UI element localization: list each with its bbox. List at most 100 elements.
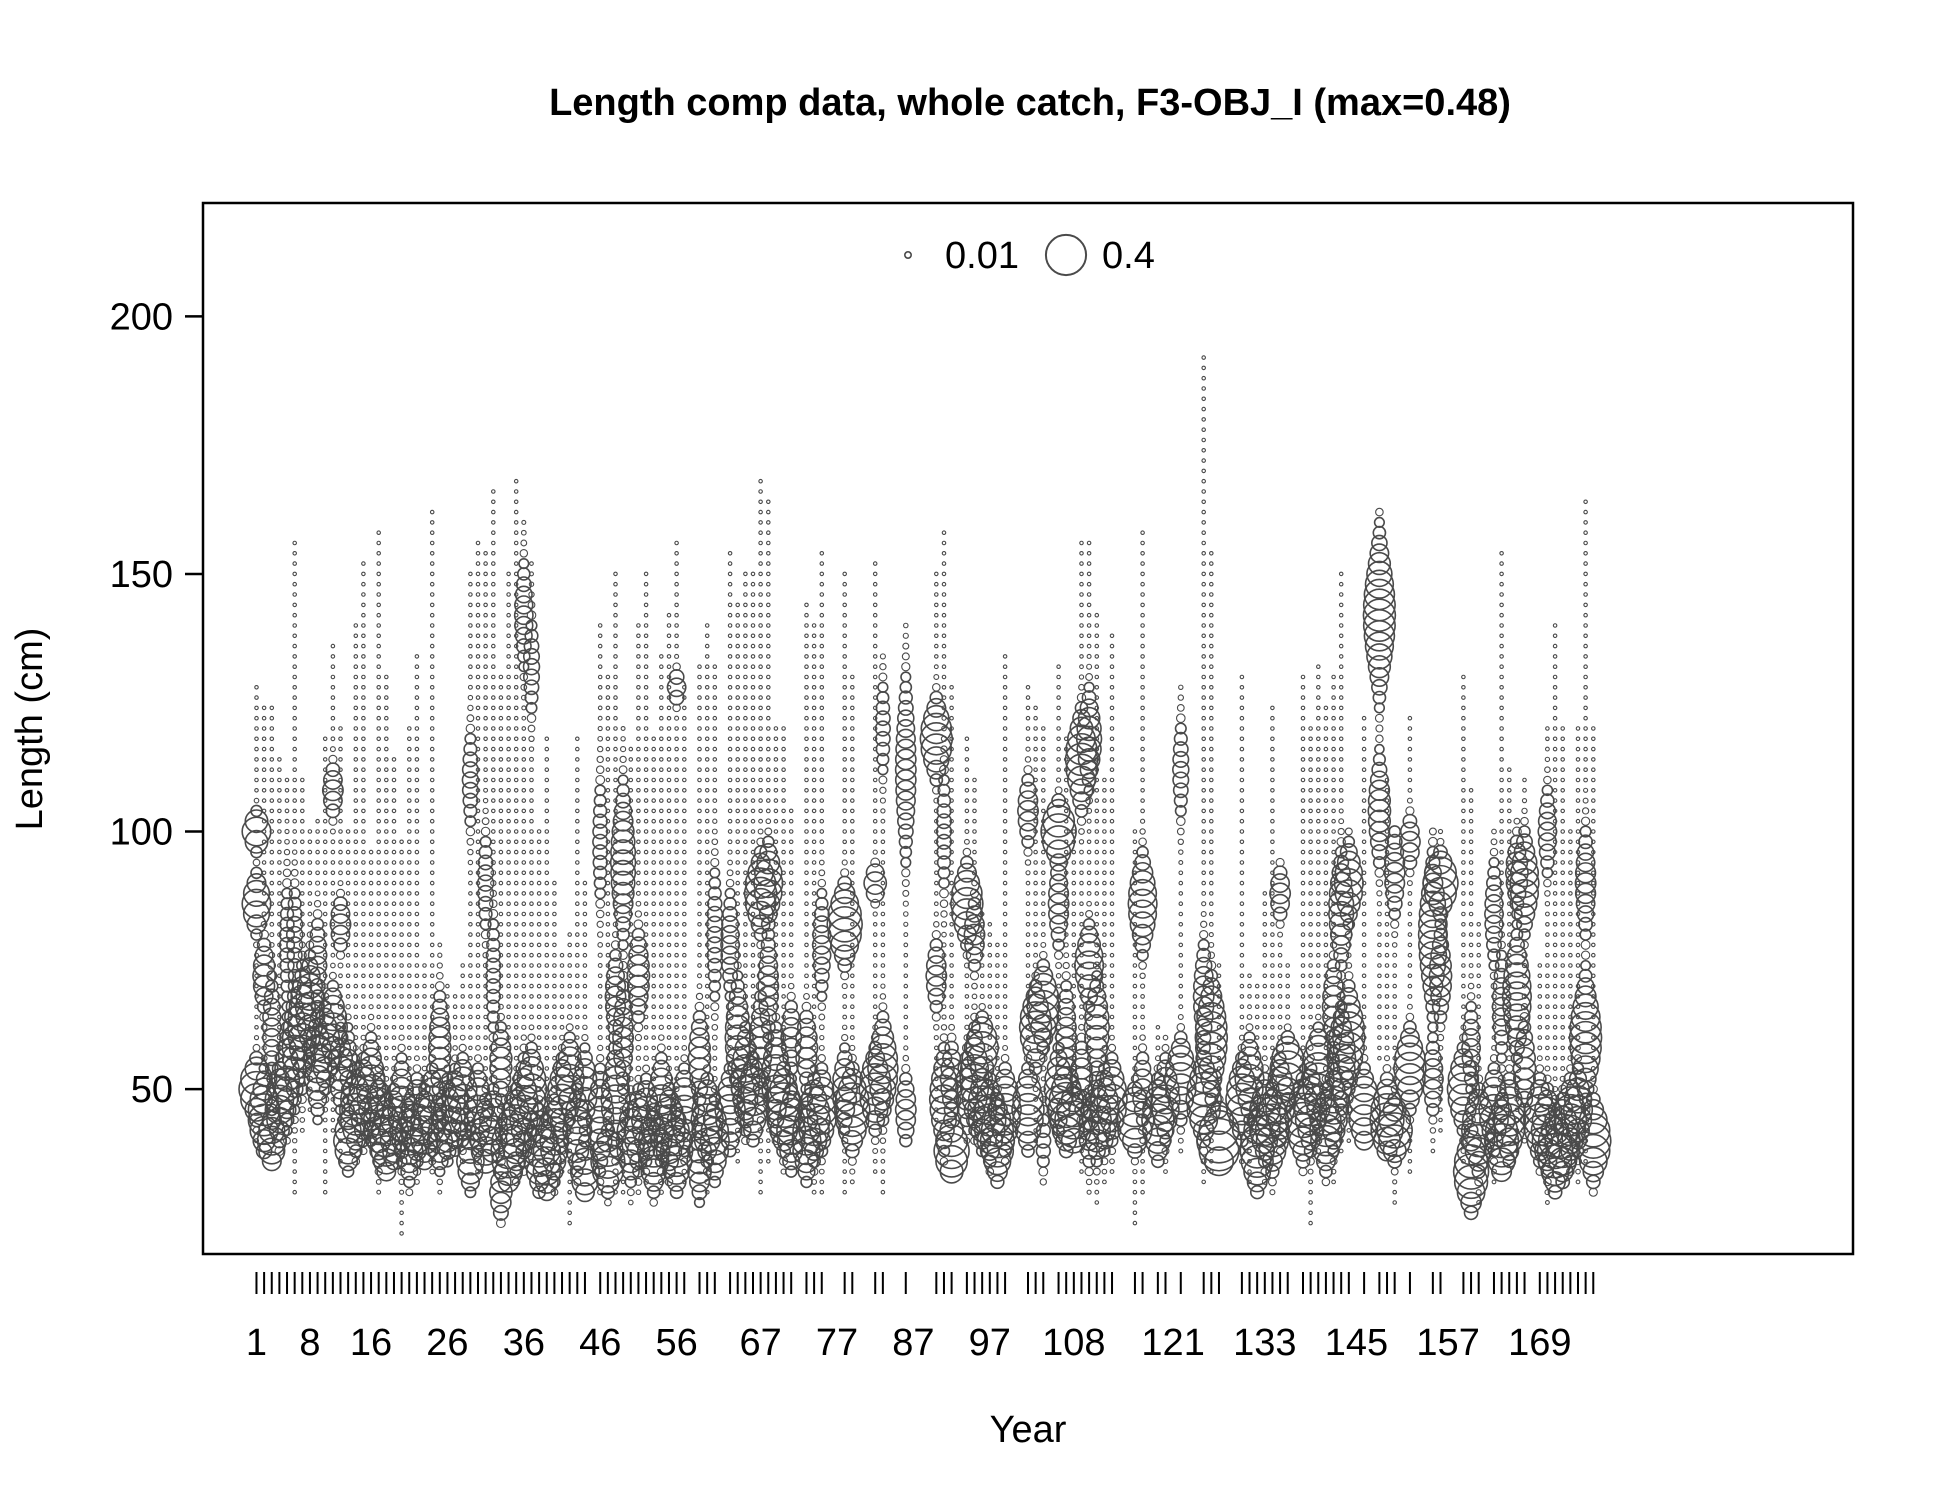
bubble-point [407,1045,412,1051]
bubble-point [322,901,328,906]
bubble-point [322,963,328,968]
bubble-point [429,643,435,649]
bubble-point [407,932,412,937]
bubble-point [269,818,275,824]
bubble-point [461,781,479,799]
bubble-point [376,849,381,855]
bubble-point [468,1131,488,1150]
bubble-point [261,788,267,793]
bubble-point [322,1159,328,1164]
bubble-point [353,736,359,742]
bubble-point [407,963,412,968]
bubble-point [445,1025,450,1030]
bubble-point [475,654,481,659]
bubble-point [345,1003,351,1010]
bubble-point [414,829,420,834]
bubble-point [266,970,278,982]
bubble-point [376,963,381,968]
bubble-point [261,777,267,783]
bubble-point [368,870,374,876]
bubble-point [384,932,389,937]
bubble-point [468,963,473,968]
bubble-point [452,1045,458,1051]
bubble-point [431,998,448,1015]
bubble-point [321,779,344,802]
bubble-point [269,736,275,742]
bubble-point [300,860,305,865]
bubble-point [414,705,420,711]
bubble-point [376,1045,382,1051]
bubble-point [322,1169,328,1174]
bubble-point [368,901,374,906]
bubble-point [252,941,261,949]
bubble-point [277,963,282,968]
bubble-point [329,913,352,936]
bubble-point [467,704,474,712]
bubble-point [376,777,381,783]
bubble-point [422,1004,427,1009]
bubble-point [376,623,381,628]
bubble-point [475,705,481,711]
bubble-point [297,950,307,960]
bubble-point [353,922,359,927]
bubble-point [384,942,389,948]
bubble-point [414,1004,420,1009]
bubble-point [414,880,420,886]
bubble-point [429,736,435,742]
bubble-point [467,848,474,856]
bubble-point [414,736,420,742]
bubble-point [407,860,412,865]
bubble-point [307,901,313,907]
bubble-point [261,726,267,731]
bubble-point [284,828,290,835]
bubble-point [260,1023,268,1031]
bubble-point [361,571,366,577]
bubble-point [361,942,366,948]
bubble-point [475,1045,481,1051]
bubble-point [345,880,351,886]
bubble-point [429,870,435,876]
bubble-point [242,900,271,928]
bubble-point [391,880,397,886]
bubble-point [391,1014,397,1020]
bubble-point [258,1062,270,1075]
bubble-point [308,966,327,986]
bubble-point [384,746,389,752]
bubble-point [307,829,313,834]
bubble-point [338,746,343,752]
bubble-point [468,581,473,587]
bubble-point [361,952,366,958]
bubble-point [361,891,366,896]
bubble-point [368,973,374,979]
bubble-point [376,788,381,793]
bubble-point [269,921,275,927]
bubble-point [258,1137,286,1165]
bubble-point [254,715,259,721]
bubble-point [429,509,435,515]
bubble-point [475,973,481,979]
bubble-point [353,695,359,700]
bubble-point [445,994,450,999]
bubble-point [468,932,473,937]
bubble-point [292,726,297,731]
bubble-point [361,839,366,845]
bubble-point [407,891,412,896]
bubble-point [338,736,343,742]
bubble-point [443,1064,452,1073]
bubble-point [254,726,259,731]
bubble-point [312,1114,323,1126]
bubble-point [353,777,359,783]
bubble-point [345,932,351,937]
bubble-point [391,829,397,834]
bubble-point [330,962,336,969]
bubble-point [330,942,336,948]
bubble-point [267,1095,277,1104]
bubble-point [353,654,359,659]
bubble-point [376,901,381,906]
bubble-point [376,1035,382,1040]
bubble-point [399,922,404,927]
bubble-point [384,901,389,906]
bubble-point [269,798,275,803]
bubble-point [429,901,435,906]
bubble-point [291,1127,298,1134]
